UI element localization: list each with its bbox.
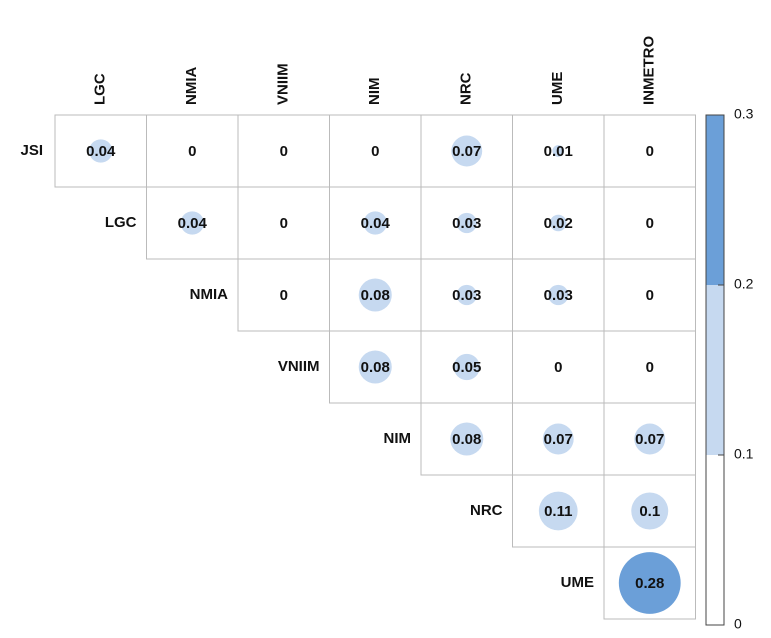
column-label: UME [549, 72, 566, 105]
cell-value: 0.04 [86, 143, 116, 160]
row-label: NRC [470, 502, 503, 519]
cell-value: 0 [371, 143, 379, 160]
circle-mark [618, 552, 681, 614]
cell-value: 0.03 [452, 215, 481, 232]
row-label: NIM [384, 430, 412, 447]
cell-value: 0 [280, 215, 288, 232]
cell-value: 0.28 [635, 575, 664, 592]
colorbar-frame [705, 114, 725, 626]
cell [603, 114, 696, 188]
colorbar-tick-label: 0.1 [734, 446, 754, 462]
cell-value: 0.01 [544, 143, 573, 160]
cell [603, 186, 696, 260]
circle-mark [549, 214, 567, 232]
cell-value: 0.11 [544, 503, 572, 520]
cell-value: 0.08 [361, 287, 390, 304]
circle-mark [358, 350, 392, 384]
cell-value: 0 [646, 287, 654, 304]
circle-mark [363, 211, 387, 235]
circle-mark [456, 284, 477, 306]
circle-mark [358, 278, 392, 312]
cell-value: 0.08 [452, 431, 481, 448]
cell-value: 0 [646, 143, 654, 160]
circle-mark [456, 212, 477, 234]
column-label: LGC [92, 73, 109, 105]
row-label: LGC [105, 214, 137, 231]
colorbar-band [706, 115, 724, 285]
cell [603, 258, 696, 332]
column-label: NMIA [183, 67, 200, 105]
circle-mark [552, 145, 565, 157]
row-label: JSI [20, 142, 43, 159]
cell-value: 0.03 [544, 287, 573, 304]
cell-value: 0.07 [544, 431, 573, 448]
cell-value: 0 [188, 143, 196, 160]
cell-value: 0 [280, 287, 288, 304]
colorbar-tick-label: 0.3 [734, 106, 754, 122]
circle-mark [548, 284, 569, 306]
cell-value: 0 [280, 143, 288, 160]
cell-value: 0 [646, 359, 654, 376]
row-label: UME [561, 574, 594, 591]
cell-value: 0.04 [361, 215, 391, 232]
column-label: INMETRO [641, 36, 658, 105]
circle-mark [453, 353, 480, 381]
circle-mark [451, 135, 483, 167]
cell-value: 0 [646, 215, 654, 232]
circle-mark [542, 423, 574, 455]
cell [237, 258, 330, 332]
row-label: NMIA [190, 286, 228, 303]
colorbar-band [706, 285, 724, 455]
circle-mark [538, 491, 578, 531]
cell-value: 0.03 [452, 287, 481, 304]
cell-value: 0.08 [361, 359, 390, 376]
cell-value: 0.05 [452, 359, 481, 376]
cell-value: 0.02 [544, 215, 573, 232]
row-label: VNIIM [278, 358, 320, 375]
circle-mark [631, 492, 669, 530]
cell-value: 0.1 [639, 503, 660, 520]
cell-value: 0.07 [635, 431, 664, 448]
circle-mark [634, 423, 666, 455]
cell-value: 0.07 [452, 143, 481, 160]
circle-mark [450, 422, 484, 456]
colorbar-tick-label: 0 [734, 616, 742, 632]
colorbar-tick-label: 0.2 [734, 276, 754, 292]
cell-value: 0 [554, 359, 562, 376]
column-label: NIM [366, 78, 383, 106]
column-label: VNIIM [275, 63, 292, 105]
circle-mark [180, 211, 204, 235]
circle-mark [89, 139, 113, 163]
column-label: NRC [458, 72, 475, 105]
cell [512, 330, 605, 404]
cell-value: 0.04 [178, 215, 208, 232]
colorbar-band [706, 455, 724, 625]
